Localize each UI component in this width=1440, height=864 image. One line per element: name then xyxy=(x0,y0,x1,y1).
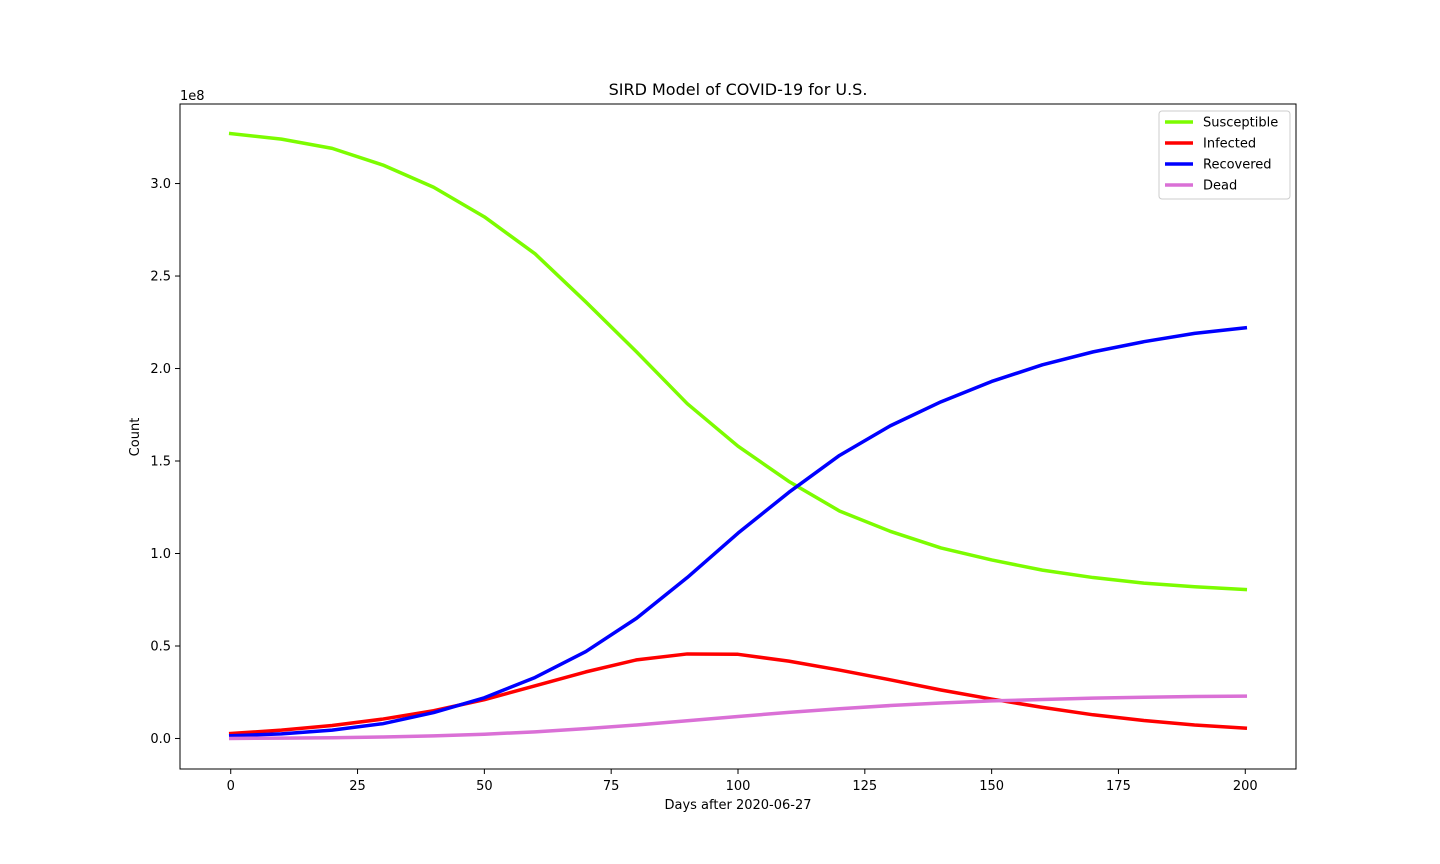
y-tick-label: 0.0 xyxy=(150,732,171,747)
x-tick-label: 200 xyxy=(1233,779,1258,794)
y-tick-label: 3.0 xyxy=(150,177,171,192)
x-tick-label: 150 xyxy=(979,779,1004,794)
x-tick-label: 75 xyxy=(603,779,620,794)
legend-label-infected: Infected xyxy=(1203,137,1256,152)
legend-box xyxy=(1158,110,1291,200)
x-axis-label: Days after 2020-06-27 xyxy=(664,798,811,813)
y-tick-label: 2.5 xyxy=(150,270,171,285)
series-line-recovered xyxy=(228,325,1248,738)
series-line-dead xyxy=(228,694,1248,741)
legend: Susceptible Infected Recovered Dead xyxy=(1158,110,1291,200)
y-tick-label: 1.5 xyxy=(150,455,171,470)
y-axis-label: Count xyxy=(128,418,143,457)
x-tick-label: 125 xyxy=(852,779,877,794)
y-tick-label: 0.5 xyxy=(150,639,171,654)
x-tick-label: 100 xyxy=(726,779,751,794)
x-tick-label: 175 xyxy=(1106,779,1131,794)
y-offset-label: 1e8 xyxy=(180,89,205,104)
series-line-susceptible xyxy=(228,131,1248,592)
legend-label-susceptible: Susceptible xyxy=(1203,116,1278,131)
legend-label-recovered: Recovered xyxy=(1203,158,1272,173)
series-line-infected xyxy=(228,652,1248,736)
y-tick-label: 1.0 xyxy=(150,547,171,562)
x-tick-label: 25 xyxy=(349,779,366,794)
x-tick-label: 0 xyxy=(227,779,235,794)
legend-label-dead: Dead xyxy=(1203,179,1237,194)
y-tick-label: 2.0 xyxy=(150,362,171,377)
x-tick-label: 50 xyxy=(476,779,493,794)
chart-title: SIRD Model of COVID-19 for U.S. xyxy=(609,80,868,99)
axes: 0 25 50 75 100 125 150 175 200 0.0 0.5 1.0 1.5 2.0 2.5… xyxy=(150,103,1297,794)
plot-area xyxy=(228,131,1248,741)
